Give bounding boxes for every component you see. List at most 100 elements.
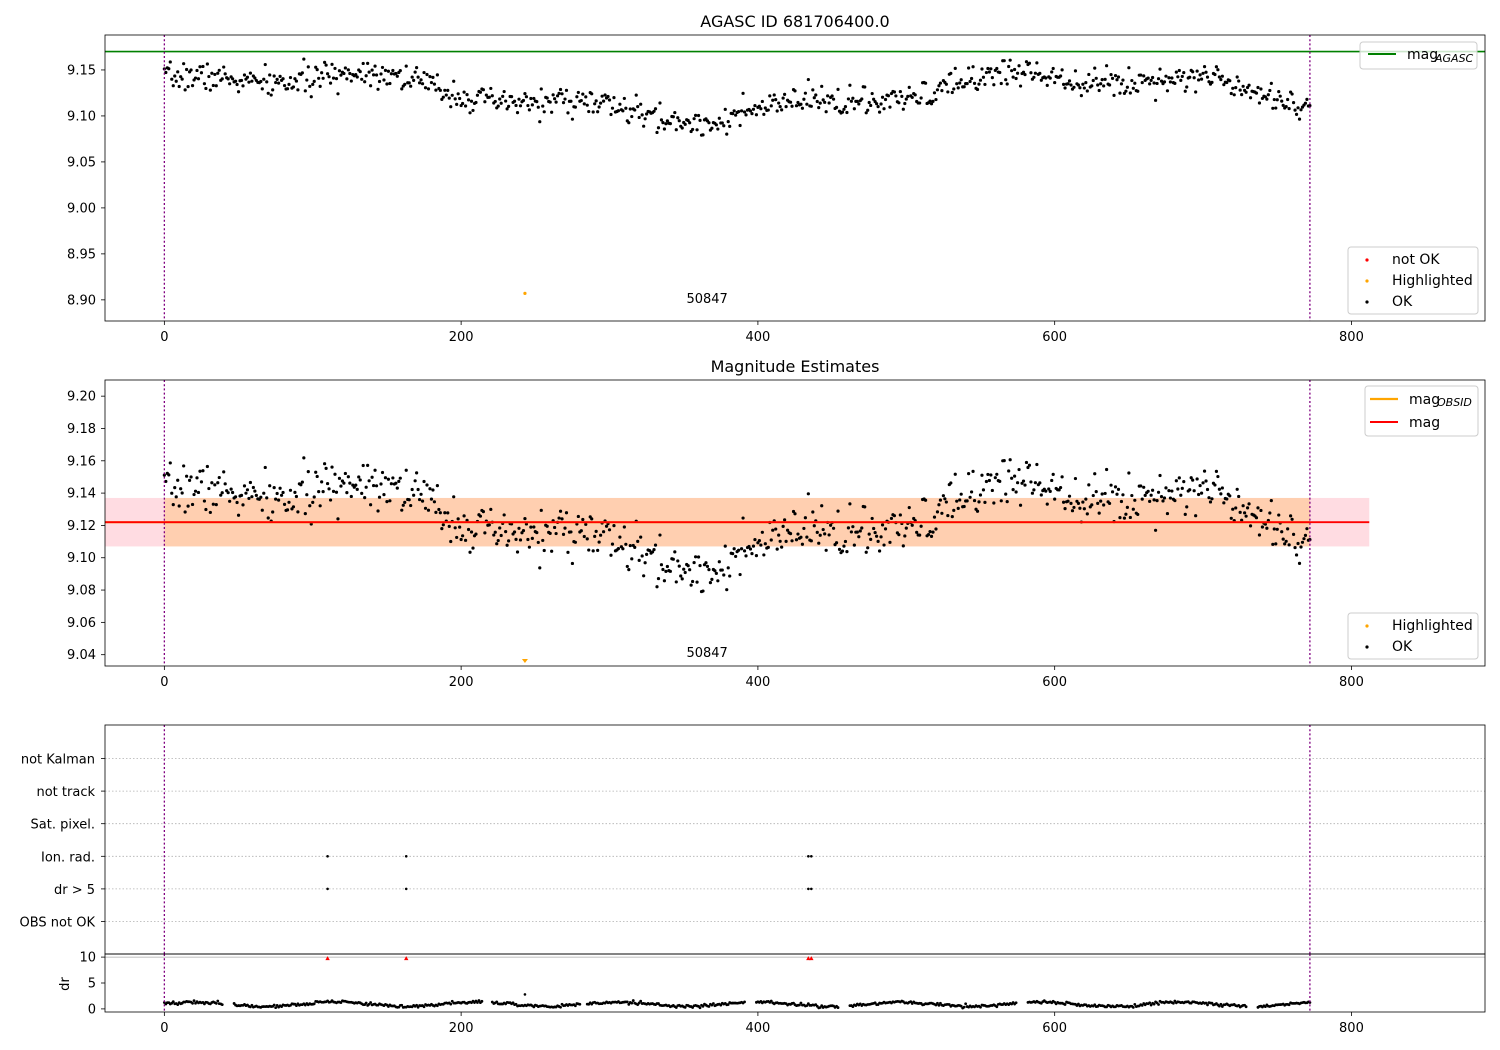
ok-point — [946, 513, 950, 518]
ok-point — [1131, 86, 1135, 90]
ok-point — [417, 81, 422, 85]
ok-point — [1136, 512, 1140, 517]
ok-point — [741, 91, 745, 95]
ok-point — [388, 499, 392, 503]
dr-point — [573, 1004, 577, 1008]
ok-point — [1018, 503, 1023, 507]
ok-point — [1188, 488, 1192, 492]
ok-point — [308, 504, 312, 508]
ok-point — [754, 554, 759, 558]
ok-point — [1014, 490, 1018, 494]
ok-point — [774, 97, 778, 102]
ok-point — [382, 493, 386, 497]
ok-point — [1191, 70, 1195, 74]
ok-point — [1097, 88, 1101, 93]
ok-point — [1085, 512, 1089, 516]
ok-point — [373, 468, 377, 472]
dr-point — [627, 1002, 631, 1006]
ok-point — [311, 82, 315, 87]
ok-point — [226, 491, 230, 495]
dr-point — [192, 999, 196, 1003]
ok-point — [1151, 488, 1155, 492]
ok-point — [627, 568, 631, 572]
ok-point — [958, 498, 962, 502]
ok-point — [493, 530, 497, 534]
ok-point — [680, 126, 684, 130]
ok-point — [661, 121, 665, 125]
ok-point — [831, 97, 836, 101]
ok-point — [1165, 511, 1170, 516]
ok-point — [422, 479, 426, 484]
ok-point — [193, 76, 198, 80]
ok-point — [836, 509, 840, 513]
ok-point — [876, 104, 880, 109]
ok-point — [971, 65, 975, 69]
ok-point — [173, 486, 177, 490]
ok-point — [569, 99, 573, 103]
ok-point — [463, 538, 468, 542]
ok-point — [1228, 494, 1232, 498]
ok-point — [990, 488, 994, 493]
ok-point — [1151, 75, 1155, 80]
dr-point — [449, 1002, 453, 1006]
ok-point — [742, 110, 747, 114]
ok-point — [1038, 481, 1042, 485]
ok-point — [601, 99, 606, 103]
ok-point — [747, 544, 751, 549]
ok-point — [331, 76, 336, 80]
ok-point — [514, 103, 518, 108]
ok-point — [1257, 101, 1262, 105]
ok-point — [242, 484, 247, 488]
ok-point — [248, 71, 253, 75]
ok-point — [1217, 75, 1221, 79]
ok-point — [579, 98, 583, 103]
ok-point — [228, 82, 232, 86]
ok-point — [1035, 61, 1039, 65]
ok-point — [222, 65, 226, 69]
ok-point — [655, 585, 659, 589]
ok-point — [1195, 477, 1199, 481]
ok-point — [722, 124, 726, 128]
ok-point — [274, 497, 278, 501]
ok-point — [757, 104, 761, 108]
ok-point — [1293, 108, 1297, 112]
ok-point — [806, 77, 810, 82]
ok-point — [272, 485, 276, 490]
ok-point — [1059, 485, 1063, 490]
ok-point — [235, 82, 239, 87]
ok-point — [1013, 474, 1017, 478]
ok-point — [923, 498, 928, 502]
ok-point — [640, 554, 644, 558]
ok-point — [380, 65, 385, 70]
ok-point — [1240, 93, 1244, 97]
ok-point — [1263, 95, 1267, 99]
ok-point — [739, 109, 744, 113]
ok-point — [346, 68, 350, 72]
ok-point — [222, 470, 226, 474]
ok-point — [333, 472, 337, 476]
ok-point — [259, 79, 263, 84]
ok-point — [710, 126, 714, 130]
ok-point — [1263, 522, 1267, 526]
ok-point — [207, 486, 211, 491]
ok-point — [539, 508, 543, 512]
dr-point — [625, 1000, 629, 1004]
ok-point — [512, 530, 517, 534]
ok-point — [1191, 478, 1195, 482]
ok-point — [742, 549, 747, 553]
ok-point — [515, 550, 520, 554]
ok-point — [1265, 526, 1269, 530]
ok-point — [1107, 83, 1112, 87]
ok-point — [558, 509, 563, 513]
ok-point — [653, 107, 658, 111]
y-tick-label: 9.04 — [67, 648, 96, 663]
ok-point — [407, 498, 411, 502]
ok-point — [683, 570, 687, 575]
ok-point — [962, 504, 966, 509]
ok-point — [1235, 487, 1239, 491]
ok-point — [1066, 499, 1070, 503]
ok-point — [1248, 96, 1253, 100]
ok-point — [1057, 488, 1061, 492]
ok-point — [325, 72, 330, 76]
ok-point — [1109, 483, 1113, 487]
